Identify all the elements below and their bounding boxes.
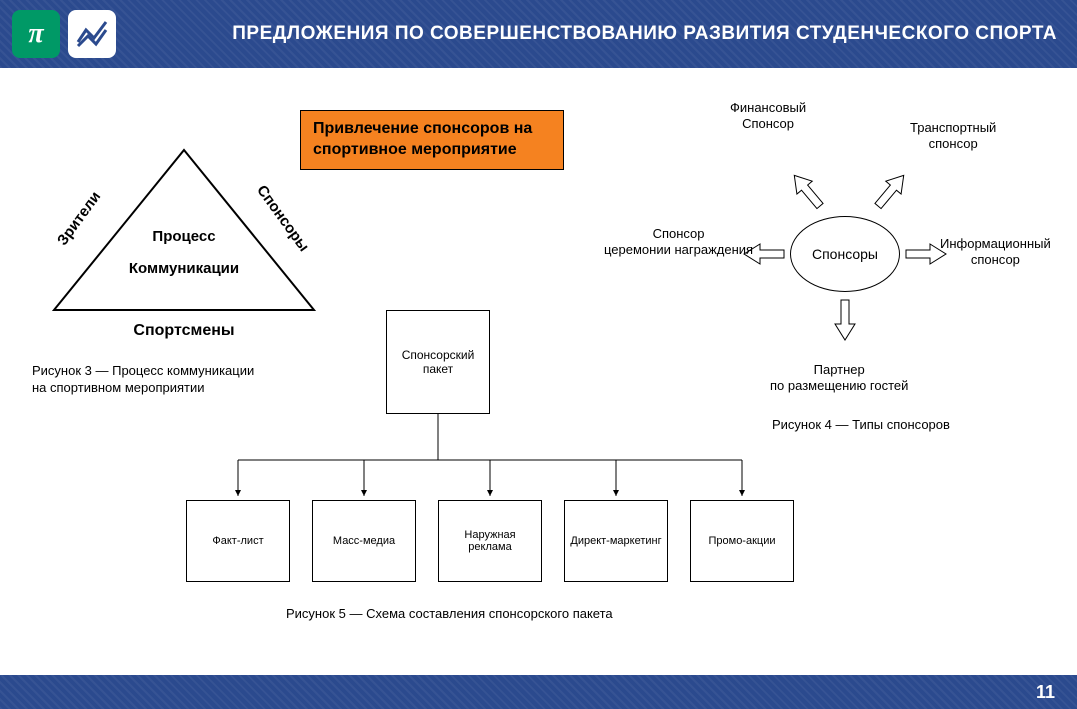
callout-box: Привлечение спонсоров на спортивное меро… [300, 110, 564, 170]
header-bar: π ПРЕДЛОЖЕНИЯ ПО СОВЕРШЕНСТВОВАНИЮ РАЗВИ… [0, 0, 1077, 68]
triangle-center-1: Процесс [54, 228, 314, 245]
logo-pi-icon: π [12, 10, 60, 58]
tree-leaf-0: Факт-лист [186, 500, 290, 582]
caption-figure-5: Рисунок 5 — Схема составления спонсорско… [286, 606, 626, 623]
triangle-center-2: Коммуникации [54, 260, 314, 277]
tree-diagram: Спонсорский пакет Факт-лист Масс-медиа Н… [186, 310, 886, 610]
radial-label-4: Спонсорцеремонии награждения [604, 226, 753, 257]
radial-label-2: Информационныйспонсор [940, 236, 1051, 267]
radial-label-1: Транспортныйспонсор [910, 120, 996, 151]
footer-bar [0, 675, 1077, 709]
tree-leaf-3: Директ-маркетинг [564, 500, 668, 582]
page-number: 11 [1036, 682, 1055, 703]
tree-leaf-1: Масс-медиа [312, 500, 416, 582]
tree-leaf-2: Наружная реклама [438, 500, 542, 582]
page-title: ПРЕДЛОЖЕНИЯ ПО СОВЕРШЕНСТВОВАНИЮ РАЗВИТИ… [144, 22, 1077, 46]
tree-leaf-4: Промо-акции [690, 500, 794, 582]
logo-chart-icon [68, 10, 116, 58]
radial-label-0: ФинансовыйСпонсор [730, 100, 806, 131]
